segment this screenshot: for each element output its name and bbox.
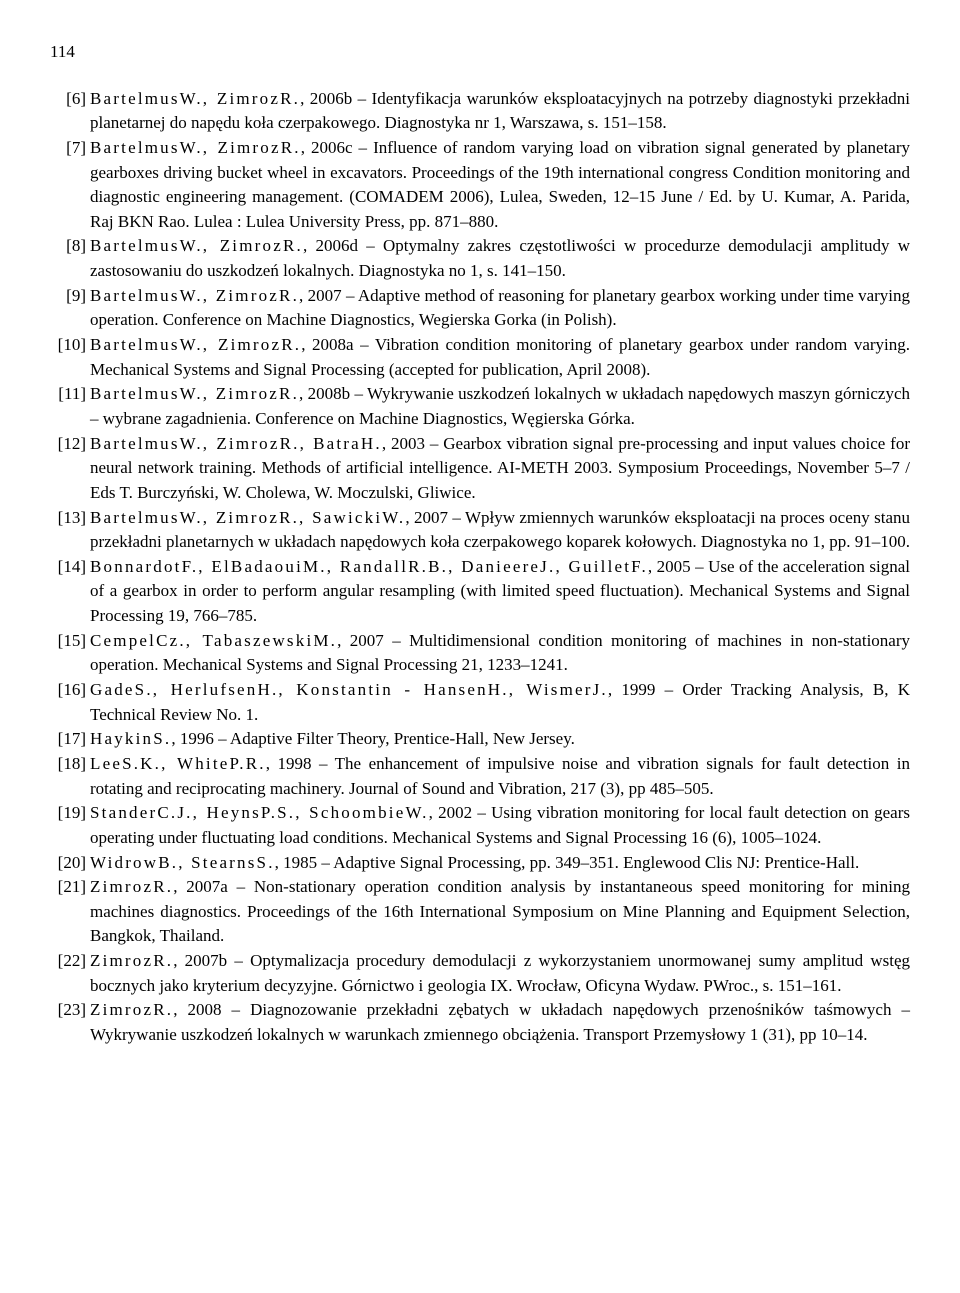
reference-authors: BartelmusW., ZimrozR. (90, 384, 299, 403)
reference-authors: LeeS.K., WhiteP.R. (90, 754, 266, 773)
reference-item: [19]StanderC.J., HeynsP.S., SchoombieW.,… (50, 801, 910, 850)
reference-number: [12] (50, 432, 86, 457)
reference-number: [14] (50, 555, 86, 580)
reference-authors: CempelCz., TabaszewskiM. (90, 631, 337, 650)
reference-item: [23]ZimrozR., 2008 – Diagnozowanie przek… (50, 998, 910, 1047)
reference-item: [20]WidrowB., StearnsS., 1985 – Adaptive… (50, 851, 910, 876)
reference-authors: GadeS., HerlufsenH., Konstantin - Hansen… (90, 680, 608, 699)
reference-authors: BartelmusW., ZimrozR., BatraH. (90, 434, 382, 453)
reference-number: [16] (50, 678, 86, 703)
reference-body: , 1996 – Adaptive Filter Theory, Prentic… (171, 729, 575, 748)
reference-number: [10] (50, 333, 86, 358)
reference-item: [13]BartelmusW., ZimrozR., SawickiW., 20… (50, 506, 910, 555)
reference-item: [18]LeeS.K., WhiteP.R., 1998 – The enhan… (50, 752, 910, 801)
reference-item: [14]BonnardotF., ElBadaouiM., RandallR.B… (50, 555, 910, 629)
reference-authors: StanderC.J., HeynsP.S., SchoombieW. (90, 803, 429, 822)
reference-body: , 2008 – Diagnozowanie przekładni zębaty… (90, 1000, 910, 1044)
reference-authors: WidrowB., StearnsS. (90, 853, 275, 872)
reference-authors: ZimrozR. (90, 1000, 173, 1019)
reference-number: [15] (50, 629, 86, 654)
page-number: 114 (50, 40, 910, 65)
reference-number: [6] (50, 87, 86, 112)
reference-authors: BartelmusW., ZimrozR. (90, 236, 303, 255)
reference-number: [21] (50, 875, 86, 900)
reference-number: [7] (50, 136, 86, 161)
reference-number: [22] (50, 949, 86, 974)
reference-number: [13] (50, 506, 86, 531)
reference-number: [11] (50, 382, 86, 407)
reference-authors: BartelmusW., ZimrozR. (90, 138, 301, 157)
reference-number: [23] (50, 998, 86, 1023)
reference-authors: BonnardotF., ElBadaouiM., RandallR.B., D… (90, 557, 648, 576)
reference-item: [22]ZimrozR., 2007b – Optymalizacja proc… (50, 949, 910, 998)
reference-number: [18] (50, 752, 86, 777)
reference-number: [9] (50, 284, 86, 309)
reference-authors: HaykinS. (90, 729, 171, 748)
reference-authors: BartelmusW., ZimrozR. (90, 286, 299, 305)
reference-item: [6]BartelmusW., ZimrozR., 2006b – Identy… (50, 87, 910, 136)
reference-body: , 2007a – Non-stationary operation condi… (90, 877, 910, 945)
reference-item: [16]GadeS., HerlufsenH., Konstantin - Ha… (50, 678, 910, 727)
reference-item: [10]BartelmusW., ZimrozR., 2008a – Vibra… (50, 333, 910, 382)
reference-item: [15]CempelCz., TabaszewskiM., 2007 – Mul… (50, 629, 910, 678)
reference-item: [11]BartelmusW., ZimrozR., 2008b – Wykry… (50, 382, 910, 431)
reference-item: [12]BartelmusW., ZimrozR., BatraH., 2003… (50, 432, 910, 506)
reference-authors: BartelmusW., ZimrozR. (90, 89, 300, 108)
reference-item: [7]BartelmusW., ZimrozR., 2006c – Influe… (50, 136, 910, 235)
reference-number: [8] (50, 234, 86, 259)
reference-body: , 2007b – Optymalizacja procedury demodu… (90, 951, 910, 995)
reference-number: [20] (50, 851, 86, 876)
reference-item: [17]HaykinS., 1996 – Adaptive Filter The… (50, 727, 910, 752)
reference-authors: ZimrozR. (90, 951, 173, 970)
reference-item: [8]BartelmusW., ZimrozR., 2006d – Optyma… (50, 234, 910, 283)
reference-body: , 1985 – Adaptive Signal Processing, pp.… (275, 853, 860, 872)
reference-list: [6]BartelmusW., ZimrozR., 2006b – Identy… (50, 87, 910, 1048)
reference-item: [9]BartelmusW., ZimrozR., 2007 – Adaptiv… (50, 284, 910, 333)
reference-number: [19] (50, 801, 86, 826)
reference-item: [21]ZimrozR., 2007a – Non-stationary ope… (50, 875, 910, 949)
reference-number: [17] (50, 727, 86, 752)
reference-authors: BartelmusW., ZimrozR., SawickiW. (90, 508, 405, 527)
reference-authors: BartelmusW., ZimrozR. (90, 335, 301, 354)
reference-authors: ZimrozR. (90, 877, 173, 896)
